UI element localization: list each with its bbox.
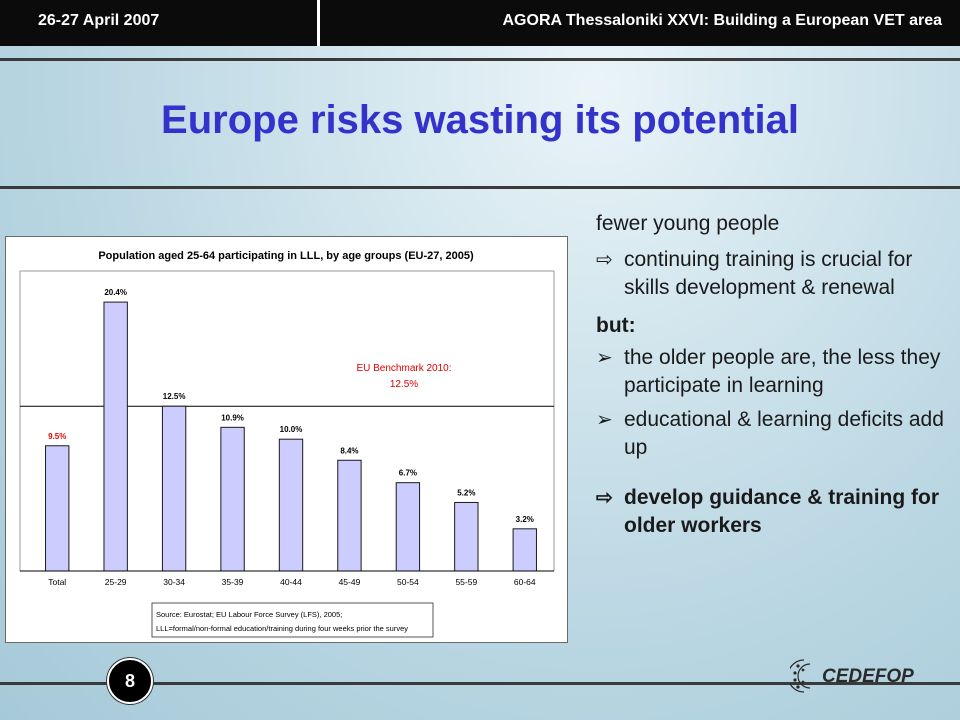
title-rule [0,186,960,189]
hollow-arrow-icon: ⇨ [596,249,613,271]
header-date: 26-27 April 2007 [38,12,160,29]
conclusion-item: ⇨ develop guidance & training for older … [596,484,956,540]
arrowhead-icon: ➢ [596,347,613,369]
bar-25-29 [103,301,128,572]
bar-55-59 [454,501,479,572]
bullet-panel: fewer young people ⇨ continuing training… [596,210,956,540]
top-rule [0,58,960,61]
data-label: 6.7% [399,469,417,478]
but-label: but: [596,314,636,337]
data-label: 10.0% [280,425,303,434]
bullet-item: ➢ educational & learning deficits add up [596,406,956,462]
header-conference: AGORA Thessaloniki XXVI: Building a Euro… [502,12,943,29]
data-label: 5.2% [457,488,475,497]
intro-text: fewer young people [596,212,780,235]
x-tick-label: 40-44 [280,577,302,587]
conclusion-text: develop guidance & training for older wo… [624,486,940,537]
slide-title: Europe risks wasting its potential [161,98,799,142]
footer-rule [0,682,960,685]
x-tick-label: 55-59 [455,577,477,587]
bar-45-49 [337,459,362,572]
bar-50-54 [395,482,421,572]
bullet-text: continuing training is crucial for skill… [624,248,913,299]
bullet-text: educational & learning deficits add up [624,408,944,459]
cedefop-logo: CEDEFOP [787,652,920,698]
bar-chart: Population aged 25-64 participating in L… [19,250,555,638]
hollow-arrow-icon: ⇨ [596,487,613,509]
bar-30-34 [161,405,187,572]
bar-40-44 [278,438,304,572]
header-bar: 26-27 April 2007 AGORA Thessaloniki XXVI… [0,0,960,46]
x-tick-label: 35-39 [222,577,244,587]
data-label: 12.5% [163,392,186,401]
data-label: 10.9% [221,413,244,422]
x-tick-label: 25-29 [105,577,127,587]
page-number-badge: 8 [107,658,153,704]
source-line2: LLL=formal/non-formal education/training… [156,624,408,633]
data-label: 3.2% [516,515,534,524]
bullet-item: ⇨ continuing training is crucial for ski… [596,246,956,302]
chart-panel: Population aged 25-64 participating in L… [5,236,568,643]
x-tick-label: Total [48,577,66,587]
bullet-text: the older people are, the less they part… [624,346,941,397]
bar-35-39 [220,426,245,572]
logo-text: CEDEFOP [822,666,914,687]
data-label: 20.4% [104,288,127,297]
benchmark-label-line2: 12.5% [390,379,418,390]
chart-title: Population aged 25-64 participating in L… [98,250,474,262]
data-label: 8.4% [340,446,358,455]
bullet-item: ➢ the older people are, the less they pa… [596,344,956,400]
x-tick-label: 30-34 [163,577,185,587]
logo-graphic: CEDEFOP [787,659,914,693]
x-tick-label: 50-54 [397,577,419,587]
bar-60-64 [512,528,537,572]
header-divider [317,0,320,46]
bar-Total [45,445,70,572]
data-label: 9.5% [48,432,66,441]
arrowhead-icon: ➢ [596,409,613,431]
source-line1: Source: Eurostat; EU Labour Force Survey… [156,610,342,619]
x-tick-label: 45-49 [339,577,361,587]
x-tick-label: 60-64 [514,577,536,587]
benchmark-label-line1: EU Benchmark 2010: [356,363,451,374]
source-box [151,602,434,638]
